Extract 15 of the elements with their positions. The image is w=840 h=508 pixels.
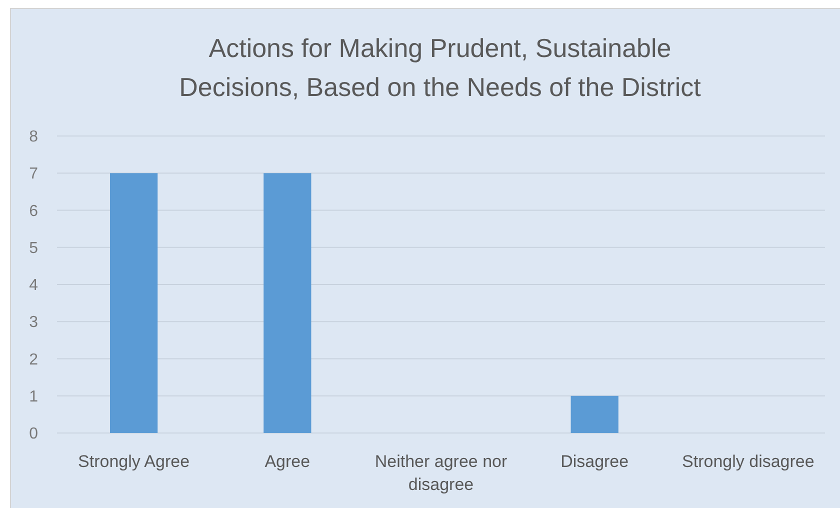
x-tick-label: Strongly Agree [78, 452, 190, 471]
x-tick-label: Agree [264, 452, 310, 471]
y-tick-label: 0 [29, 426, 38, 443]
y-tick-label: 7 [29, 166, 38, 183]
x-tick-label: Disagree [560, 452, 629, 471]
y-tick-label: 8 [29, 128, 38, 146]
x-tick-label: Neither agree nor disagree [374, 452, 508, 494]
x-tick-label: Strongly disagree [682, 452, 814, 471]
y-tick-label: 2 [29, 351, 38, 368]
y-tick-label: 1 [29, 388, 38, 406]
chart-title: Actions for Making Prudent, Sustainable Decisions, Based on the Needs of the District [179, 33, 702, 102]
y-tick-label: 6 [29, 202, 38, 220]
y-tick-label: 5 [29, 240, 38, 257]
y-tick-label: 4 [29, 277, 38, 294]
y-tick-label: 3 [29, 314, 38, 332]
